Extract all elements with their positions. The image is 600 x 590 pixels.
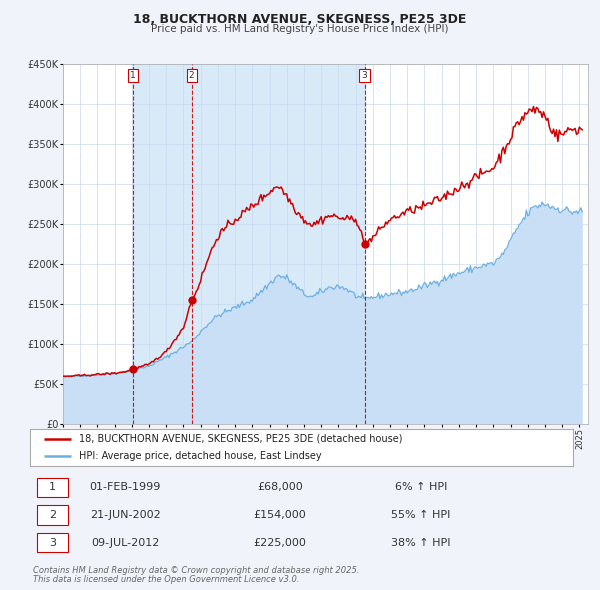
Text: 3: 3 [362,71,367,80]
Bar [191,64,365,424]
Text: 18, BUCKTHORN AVENUE, SKEGNESS, PE25 3DE (detached house): 18, BUCKTHORN AVENUE, SKEGNESS, PE25 3DE… [79,434,403,444]
Text: This data is licensed under the Open Government Licence v3.0.: This data is licensed under the Open Gov… [33,575,299,584]
Text: 01-FEB-1999: 01-FEB-1999 [89,483,161,493]
Text: 2: 2 [189,71,194,80]
FancyBboxPatch shape [37,477,68,497]
Text: £154,000: £154,000 [253,510,306,520]
Text: Contains HM Land Registry data © Crown copyright and database right 2025.: Contains HM Land Registry data © Crown c… [33,566,359,575]
Text: 18, BUCKTHORN AVENUE, SKEGNESS, PE25 3DE: 18, BUCKTHORN AVENUE, SKEGNESS, PE25 3DE [133,13,467,26]
Text: 38% ↑ HPI: 38% ↑ HPI [391,537,451,548]
Text: £68,000: £68,000 [257,483,302,493]
Text: 55% ↑ HPI: 55% ↑ HPI [391,510,451,520]
Text: HPI: Average price, detached house, East Lindsey: HPI: Average price, detached house, East… [79,451,322,461]
Bar [133,64,191,424]
Text: 2: 2 [49,510,56,520]
Text: 1: 1 [49,483,56,493]
Text: 1: 1 [130,71,136,80]
Text: 21-JUN-2002: 21-JUN-2002 [89,510,160,520]
Text: 09-JUL-2012: 09-JUL-2012 [91,537,159,548]
Text: 3: 3 [49,537,56,548]
FancyBboxPatch shape [37,505,68,525]
FancyBboxPatch shape [37,533,68,552]
Text: £225,000: £225,000 [253,537,306,548]
Text: 6% ↑ HPI: 6% ↑ HPI [395,483,447,493]
Text: Price paid vs. HM Land Registry's House Price Index (HPI): Price paid vs. HM Land Registry's House … [151,24,449,34]
